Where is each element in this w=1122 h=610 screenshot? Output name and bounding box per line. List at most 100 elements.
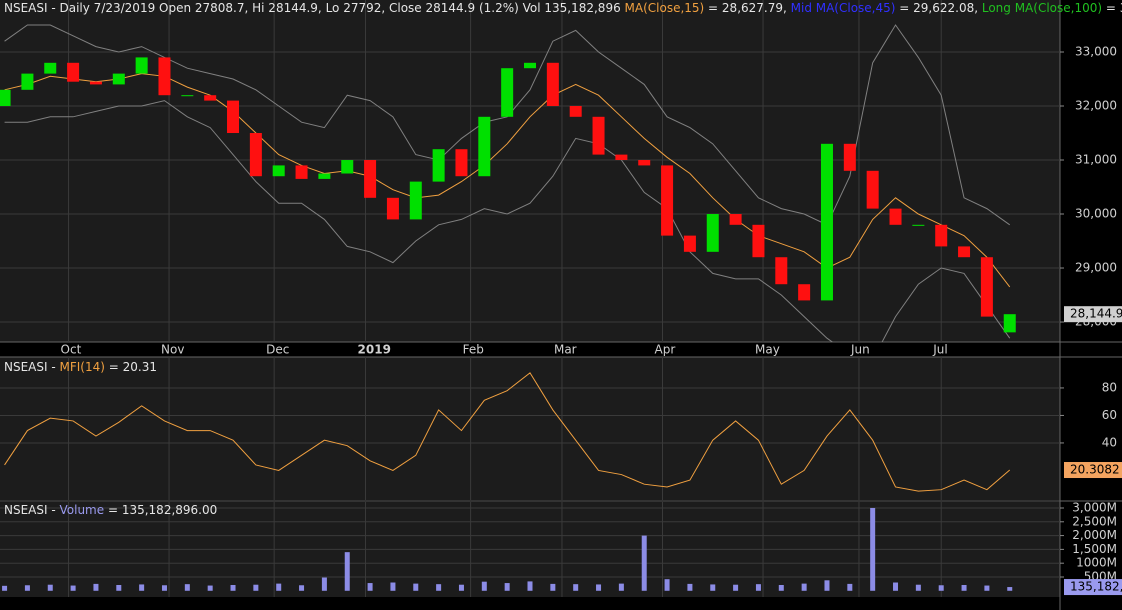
volume-bar — [207, 585, 213, 591]
candle-body — [706, 214, 719, 252]
volume-bar — [116, 584, 122, 591]
volume-bar — [413, 583, 419, 591]
y-tick-label: 31,000 — [1075, 153, 1117, 167]
candle-body — [729, 214, 742, 225]
volume-bar — [961, 584, 967, 591]
panel-plot — [0, 502, 1060, 597]
candle-body — [227, 100, 240, 134]
volume-bar — [276, 583, 282, 591]
volume-bar — [24, 585, 30, 591]
volume-bar — [436, 584, 442, 591]
candle-body — [775, 257, 788, 285]
volume-bar — [527, 581, 533, 591]
y-tick-label: 2,500M — [1072, 514, 1117, 528]
header-segment: = 30,033.9 — [1102, 1, 1122, 15]
mfi-panel — [0, 357, 1060, 500]
header-segment: MA(Close,15) — [625, 1, 705, 15]
candle-body — [546, 62, 559, 107]
volume-bar — [755, 584, 761, 591]
last-value-tag — [1064, 579, 1122, 596]
last-value-tag — [1064, 462, 1122, 479]
last-value-label: 28,144.9 — [1070, 307, 1122, 321]
volume-bar — [1007, 587, 1013, 591]
candle-body — [318, 173, 331, 179]
y-tick-label: 60 — [1102, 408, 1117, 422]
y-tick-label: 1000M — [1076, 556, 1117, 570]
line-series — [4, 100, 1011, 342]
panel-plot — [0, 0, 1060, 342]
candle-body — [112, 73, 125, 85]
volume-bar — [573, 584, 579, 591]
x-tick-label: May — [755, 343, 780, 357]
header-segment: MFI(14) — [60, 360, 105, 374]
candle-body — [1003, 314, 1016, 333]
volume-bar — [504, 583, 510, 591]
volume-bar — [139, 584, 145, 591]
header-segment: NSEASI - — [4, 360, 60, 374]
x-tick-label: Jun — [850, 343, 870, 357]
volume-bar — [367, 583, 373, 591]
x-tick-label: Oct — [61, 343, 82, 357]
volume-bar — [344, 552, 350, 591]
volume-bar — [938, 585, 944, 591]
candle-body — [44, 62, 57, 74]
volume-bar — [733, 584, 739, 591]
volume-bar — [2, 585, 8, 591]
candle-body — [524, 62, 536, 69]
candle-body — [295, 165, 308, 179]
candle-body — [204, 95, 217, 101]
x-tick-label: Mar — [554, 343, 577, 357]
candle-body — [67, 62, 80, 82]
volume-bar — [390, 582, 396, 591]
volume-bar — [458, 584, 464, 591]
volume-bar — [47, 584, 53, 591]
candle-body — [21, 73, 34, 90]
x-tick-label: Apr — [655, 343, 676, 357]
volume-bar — [230, 584, 236, 591]
volume-bar — [847, 583, 853, 591]
candle-body — [592, 116, 605, 155]
volume-bar — [778, 584, 784, 591]
volume-bar — [824, 580, 830, 591]
x-tick-label: 2019 — [358, 343, 391, 357]
candle-body — [661, 165, 674, 236]
header-segment: Mid MA(Close,45) — [791, 1, 896, 15]
y-tick-label: 80 — [1102, 380, 1117, 394]
panel-header: NSEASI - Daily 7/23/2019 Open 27808.7, H… — [4, 1, 1122, 15]
volume-bar — [253, 584, 259, 591]
candle-body — [272, 165, 285, 177]
volume-bar — [481, 581, 487, 591]
candle-body — [866, 170, 879, 209]
volume-bar — [93, 583, 99, 591]
volume-bar — [161, 585, 167, 591]
volume-bar — [596, 584, 602, 591]
candle-body — [432, 149, 445, 182]
panel-plot — [0, 357, 1060, 500]
y-tick-label: 3,000M — [1072, 500, 1117, 514]
volume-bar — [299, 585, 305, 591]
volume-bar — [641, 535, 647, 591]
candle-body — [683, 235, 696, 252]
y-tick-label: 1,500M — [1072, 542, 1117, 556]
candle-body — [364, 160, 377, 198]
x-tick-label: Nov — [161, 343, 184, 357]
candle-body — [569, 106, 582, 117]
candle-body — [843, 143, 856, 171]
candle-body — [958, 246, 971, 258]
volume-bar — [550, 583, 556, 591]
candle-body — [820, 143, 833, 301]
candle-body — [638, 160, 651, 166]
header-segment: = 20.31 — [105, 360, 157, 374]
x-tick-label: Dec — [266, 343, 289, 357]
candle-body — [386, 197, 399, 220]
volume-bar — [184, 584, 190, 591]
header-segment: Volume — [60, 503, 105, 517]
candle-body — [752, 224, 765, 258]
candle-body — [798, 284, 811, 301]
last-value-label: 135,182,896 — [1070, 580, 1122, 594]
last-value-label: 20.3082 — [1070, 463, 1120, 477]
volume-bar — [664, 579, 670, 591]
header-segment: = 28,627.79, — [704, 1, 790, 15]
header-segment: NSEASI - — [4, 503, 60, 517]
